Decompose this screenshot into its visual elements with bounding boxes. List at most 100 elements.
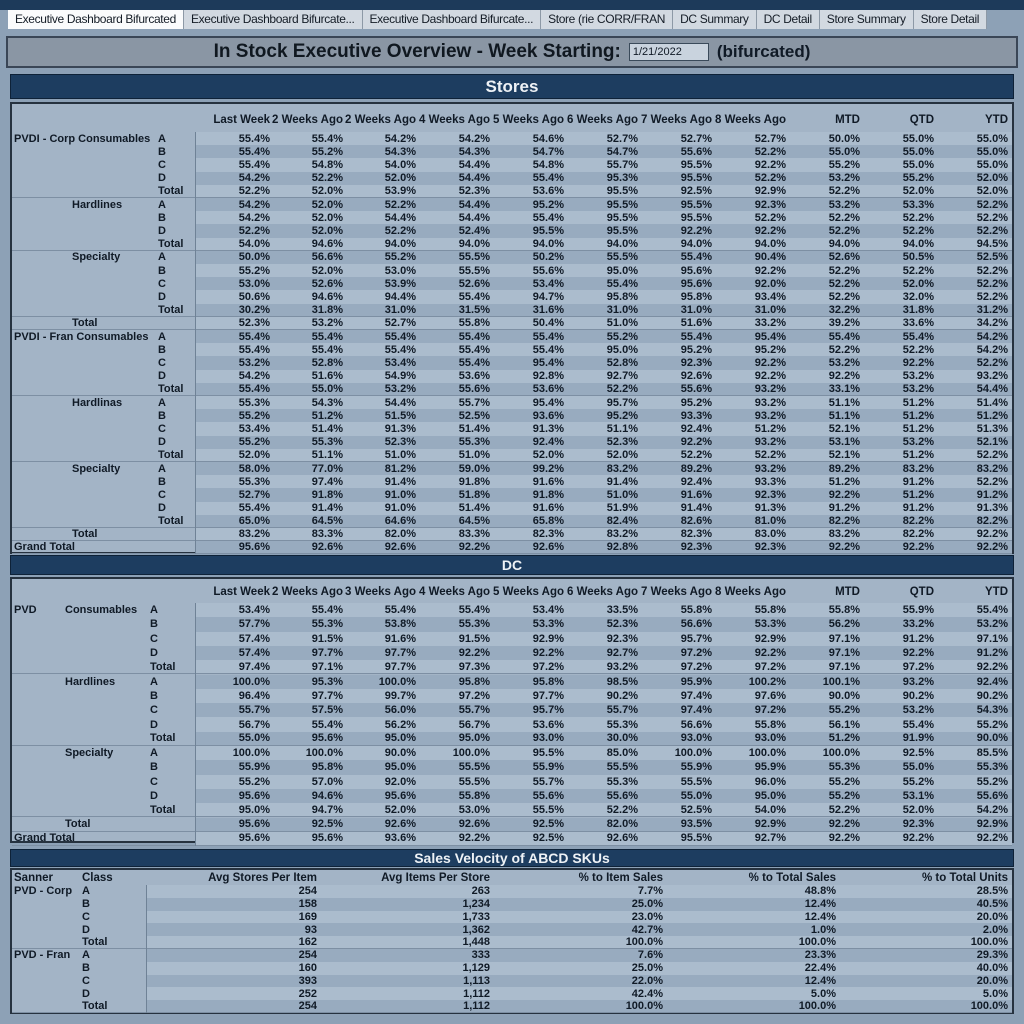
table-cell: 54.2%: [238, 370, 270, 383]
table-row: Grand Total 95.6% 92.6% 92.6% 92.2% 92.6% 92.8…: [12, 541, 1012, 555]
table-cell: 55.5%: [532, 803, 564, 816]
tab-1[interactable]: Executive Dashboard Bifurcated: [8, 10, 184, 29]
tab-4[interactable]: Store (rie CORR/FRAN: [541, 10, 674, 29]
table-cell: 91.5%: [458, 632, 490, 645]
table-cell: 1,112: [463, 1000, 490, 1013]
row-subgroup-label: Hardlinas: [72, 396, 123, 409]
row-stripe: [195, 631, 1012, 646]
table-cell: 51.2%: [902, 448, 934, 461]
table-cell: 55.4%: [532, 172, 564, 185]
table-cell: 95.5%: [680, 211, 712, 224]
table-cell: 55.6%: [680, 145, 712, 158]
table-cell: 56.6%: [680, 718, 712, 731]
row-stripe: [195, 369, 1012, 383]
table-cell: 56.2%: [384, 718, 416, 731]
row-stripe: [195, 277, 1012, 291]
table-cell: 55.9%: [238, 761, 270, 774]
table-cell: 25.0%: [631, 962, 663, 975]
table-cell: 91.4%: [384, 475, 416, 488]
table-cell: 95.0%: [384, 732, 416, 745]
tab-8[interactable]: Store Detail: [913, 10, 988, 29]
table-cell: 52.0%: [384, 803, 416, 816]
table-cell: 53.3%: [902, 198, 934, 211]
table-cell: 95.6%: [238, 790, 270, 803]
table-cell: 91.5%: [311, 632, 343, 645]
tab-6[interactable]: DC Detail: [756, 10, 820, 29]
table-cell: 93.3%: [680, 409, 712, 422]
table-cell: 55.4%: [238, 502, 270, 515]
table-cell: 92.7%: [606, 647, 638, 660]
row-class-label: D: [158, 436, 166, 449]
table-cell: 91.8%: [532, 488, 564, 501]
table-cell: 100.0%: [625, 1000, 663, 1013]
table-cell: 1.0%: [810, 923, 836, 936]
week-starting-input[interactable]: 1/21/2022: [628, 43, 709, 61]
table-cell: 52.2%: [828, 184, 860, 197]
table-row: C 169 1,733 23.0% 12.4% 20.0%: [12, 910, 1012, 924]
table-cell: 55.2%: [311, 145, 343, 158]
table-row: Total 83.2% 83.3% 82.0% 83.3% 82.3% 83.2% 82.3%…: [12, 528, 1012, 542]
table-cell: 52.0%: [311, 264, 343, 277]
table-cell: 94.0%: [902, 237, 934, 250]
table-cell: 83.2%: [606, 462, 638, 475]
table-row: Total 95.0% 94.7% 52.0% 53.0% 55.5% 52.2% 52.5%…: [12, 803, 1012, 818]
table-cell: 97.1%: [311, 660, 343, 673]
row-class-label: D: [150, 790, 158, 803]
table-cell: 55.4%: [680, 330, 712, 343]
tab-3[interactable]: Executive Dashboard Bifurcate...: [362, 10, 542, 29]
table-cell: 95.9%: [680, 675, 712, 688]
table-cell: 51.2%: [754, 422, 786, 435]
tab-5[interactable]: DC Summary: [673, 10, 757, 29]
row-stripe: [195, 645, 1012, 661]
row-class-label: Total: [150, 660, 176, 673]
table-cell: 93.3%: [754, 475, 786, 488]
table-cell: 92.9%: [754, 632, 786, 645]
row-class-label: A: [150, 604, 158, 617]
column-header: QTD: [909, 114, 934, 126]
row-class-label: B: [150, 689, 158, 702]
table-cell: 89.2%: [828, 462, 860, 475]
header-row: Last Week 2 Weeks Ago 2 Weeks Ago 4 Weeks A…: [12, 108, 1012, 132]
table-cell: 94.4%: [384, 290, 416, 303]
table-cell: 54.7%: [532, 145, 564, 158]
table-row: PVD - Corp A 254 263 7.7% 48.8% 28.5%: [12, 885, 1012, 898]
row-class-label: D: [150, 718, 158, 731]
table-row: Total 55.4% 55.0% 53.2% 55.6% 53.6% 52.2% 55.6%…: [12, 382, 1012, 396]
table-cell: 91.9%: [902, 732, 934, 745]
table-row: D 252 1,112 42.4% 5.0% 5.0%: [12, 987, 1012, 1001]
table-cell: 29.3%: [976, 949, 1008, 962]
table-cell: 33.2%: [902, 618, 934, 631]
table-cell: 52.2%: [976, 356, 1008, 369]
table-cell: 93.2%: [754, 409, 786, 422]
table-cell: 97.1%: [828, 632, 860, 645]
table-cell: 92.2%: [828, 370, 860, 383]
table-cell: 92.4%: [532, 436, 564, 449]
row-subgroup-label: Total: [65, 818, 91, 831]
table-cell: 92.2%: [902, 356, 934, 369]
table-cell: 95.2%: [754, 343, 786, 356]
table-cell: 50.2%: [532, 251, 564, 264]
table-cell: 97.1%: [828, 647, 860, 660]
table-row: B 57.7% 55.3% 53.8% 55.3% 53.3% 52.3% 56.6% 53.3…: [12, 617, 1012, 632]
table-cell: 55.9%: [680, 761, 712, 774]
row-class-label: Total: [158, 303, 184, 316]
table-cell: 55.3%: [606, 718, 638, 731]
table-cell: 92.2%: [754, 647, 786, 660]
table-cell: 94.0%: [680, 237, 712, 250]
tab-2[interactable]: Executive Dashboard Bifurcate...: [183, 10, 363, 29]
row-class-label: A: [82, 885, 90, 898]
table-cell: 55.9%: [902, 604, 934, 617]
table-cell: 51.4%: [458, 422, 490, 435]
table-cell: 52.2%: [976, 277, 1008, 290]
row-class-label: D: [82, 987, 90, 1000]
table-cell: 55.8%: [458, 316, 490, 329]
table-cell: 95.6%: [311, 732, 343, 745]
table-cell: 93.2%: [902, 675, 934, 688]
table-cell: 52.2%: [828, 290, 860, 303]
row-stripe: [195, 501, 1012, 515]
tab-7[interactable]: Store Summary: [819, 10, 914, 29]
table-cell: 55.8%: [458, 790, 490, 803]
row-subgroup-label: Specialty: [65, 747, 114, 760]
table-cell: 55.4%: [238, 343, 270, 356]
row-stripe: [195, 343, 1012, 357]
